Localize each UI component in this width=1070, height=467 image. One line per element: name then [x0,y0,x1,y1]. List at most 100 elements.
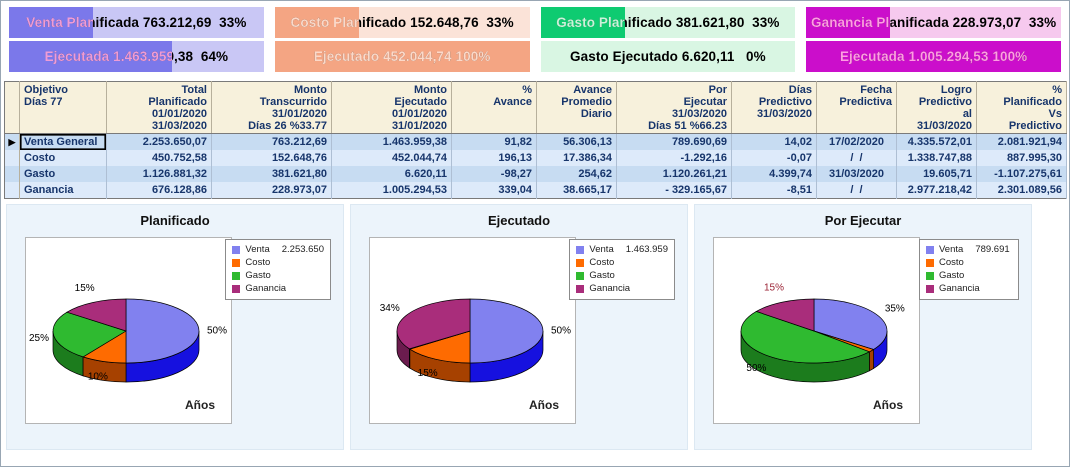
datasheet-cell[interactable]: -98,27 [451,166,537,182]
pie-percent-label: 50% [207,326,227,337]
datasheet-cell[interactable]: -1.107.275,61 [976,166,1067,182]
legend-swatch-icon [926,245,934,254]
datasheet-cell[interactable]: Venta General [19,133,107,150]
column-header-4[interactable]: % Avance [451,81,537,134]
pie-percent-label: 15% [75,283,95,294]
kpi-progress-bar-costo-1: Ejecutado 452.044,74 100% Ejecutado 452.0… [274,41,530,72]
chart-legend: Venta 789.691 Costo Gasto Ganancia [919,239,1019,300]
datasheet-cell[interactable]: / / [816,182,897,199]
column-header-2[interactable]: Monto Transcurrido 31/01/2020 Días 26 %3… [211,81,332,134]
datasheet-cell[interactable]: 91,82 [451,133,537,150]
column-header-10[interactable]: % Planificado Vs Predictivo [976,81,1067,134]
datasheet-cell[interactable]: Ganancia [19,182,107,199]
datasheet-cell[interactable]: -8,51 [731,182,817,199]
column-header-3[interactable]: Monto Ejecutado 01/01/2020 31/01/2020 [331,81,452,134]
chart-title: Planificado [140,213,210,228]
column-header-7[interactable]: Días Predictivo 31/03/2020 [731,81,817,134]
datasheet-cell[interactable]: 1.005.294,53 [331,182,452,199]
chart-title: Por Ejecutar [824,213,902,228]
datasheet-cell[interactable]: 887.995,30 [976,150,1067,166]
pie-slice-costo [409,330,471,364]
datasheet-cell[interactable]: 1.126.881,32 [106,166,212,182]
column-header-1[interactable]: Total Planificado 01/01/2020 31/03/2020 [106,81,212,134]
column-header-8[interactable]: Fecha Predictiva [816,81,897,134]
datasheet-cell[interactable]: 676.128,86 [106,182,212,199]
select-all-corner[interactable] [4,81,20,134]
row-selector[interactable] [4,150,20,166]
datasheet-cell[interactable]: -1.292,16 [616,150,732,166]
datasheet-cell[interactable]: 2.977.218,42 [896,182,977,199]
datasheet-cell[interactable]: 339,04 [451,182,537,199]
datasheet-cell[interactable]: 254,62 [536,166,617,182]
legend-value: 1.463.959 [625,244,668,255]
legend-label: Venta [939,244,964,255]
datasheet-cell[interactable]: 1.463.959,38 [331,133,452,150]
kpi-card-ganancia: Ganancia Planificada 228.973,07 33% Ganan… [806,7,1061,72]
datasheet-cell[interactable]: 152.648,76 [211,150,332,166]
column-header-9[interactable]: Logro Predictivo al 31/03/2020 [896,81,977,134]
kpi-bar-label-overlay: Venta Planificada 763.212,69 33% [26,15,247,30]
legend-item-ganancia: Ganancia [232,282,324,295]
progress-fill [9,7,94,38]
legend-label: Gasto [939,270,965,281]
datasheet-cell[interactable]: 789.690,69 [616,133,732,150]
datasheet-cell[interactable]: 2.253.650,07 [106,133,212,150]
row-selector[interactable]: ▶ [4,133,20,150]
datasheet-cell[interactable]: 17/02/2020 [816,133,897,150]
pie-chart-svg: 35% 50% 15% [740,283,905,383]
datasheet-cell[interactable]: 1.120.261,21 [616,166,732,182]
datasheet-cell[interactable]: 19.605,71 [896,166,977,182]
datasheet-cell[interactable]: 381.621,80 [211,166,332,182]
datasheet-cell[interactable]: 6.620,11 [331,166,452,182]
kpi-bar-label: Costo Planificado 152.648,76 33% [290,15,514,30]
datasheet-cell[interactable]: 14,02 [731,133,817,150]
datasheet-cell[interactable]: 196,13 [451,150,537,166]
datasheet-cell[interactable]: 228.973,07 [211,182,332,199]
kpi-bar-label-overlay: Gasto Planificado 381.621,80 33% [556,15,780,30]
pie-slice-gasto [740,311,871,364]
datasheet-cell[interactable]: 452.044,74 [331,150,452,166]
datasheet-cell[interactable]: 31/03/2020 [816,166,897,182]
datasheet-cell[interactable]: 1.338.747,88 [896,150,977,166]
datasheet-cell[interactable]: -0,07 [731,150,817,166]
table-row: Gasto 1.126.881,32 381.621,80 6.620,11 -98,2… [4,166,1067,182]
column-header-0[interactable]: Objetivo Días 77 [19,81,107,134]
datasheet-cell[interactable]: Costo [19,150,107,166]
legend-swatch-icon [232,245,241,254]
legend-label: Venta [245,244,270,255]
row-selector[interactable] [4,182,20,199]
kpi-bar-label-overlay: Ejecutado 452.044,74 100% [313,49,491,64]
pie-slice-venta [469,298,544,364]
kpi-bar-label: Gasto Ejecutado 6.620,11 0% [570,49,766,64]
datasheet-cell[interactable]: 763.212,69 [211,133,332,150]
legend-item-costo: Costo [232,256,324,269]
kpi-bar-label: Ejecutada 1.463.959,38 64% [44,49,229,64]
kpi-card-venta: Venta Planificada 763.212,69 33% Venta Pl… [9,7,264,72]
datasheet-cell[interactable]: 2.081.921,94 [976,133,1067,150]
datasheet-cell[interactable]: 17.386,34 [536,150,617,166]
datasheet-cell[interactable]: 2.301.089,56 [976,182,1067,199]
datasheet-cell[interactable]: 4.399,74 [731,166,817,182]
kpi-bar-label: Gasto Planificado 381.621,80 33% [556,15,780,30]
row-selector[interactable] [4,166,20,182]
pie-plot-area: 50% 15% 34% Años [369,237,576,424]
legend-label: Ganancia [939,283,980,294]
axis-footer-label: Años [529,398,559,412]
column-header-5[interactable]: Avance Promedio Diario [536,81,617,134]
datasheet-cell[interactable]: 38.665,17 [536,182,617,199]
pie-percent-label: 25% [29,333,49,344]
datasheet-cell[interactable]: 450.752,58 [106,150,212,166]
datasheet-cell[interactable]: 4.335.572,01 [896,133,977,150]
progress-fill [9,41,173,72]
datasheet-cell[interactable]: Gasto [19,166,107,182]
kpi-progress-bar-gasto-1: Gasto Ejecutado 6.620,11 0% Gasto Ejecuta… [540,41,796,72]
datasheet-cell[interactable]: / / [816,150,897,166]
pie-chart-section: Planificado 50% 10% 25% 15% Años Venta 2.253… [1,199,1069,450]
column-header-6[interactable]: Por Ejecutar 31/03/2020 Días 51 %66.23 [616,81,732,134]
datasheet-cell[interactable]: 56.306,13 [536,133,617,150]
legend-item-gasto: Gasto [232,269,324,282]
datasheet-cell[interactable]: - 329.165,67 [616,182,732,199]
legend-swatch-icon [232,258,241,267]
legend-label: Gasto [589,270,615,281]
pie-percent-label: 15% [418,368,438,379]
